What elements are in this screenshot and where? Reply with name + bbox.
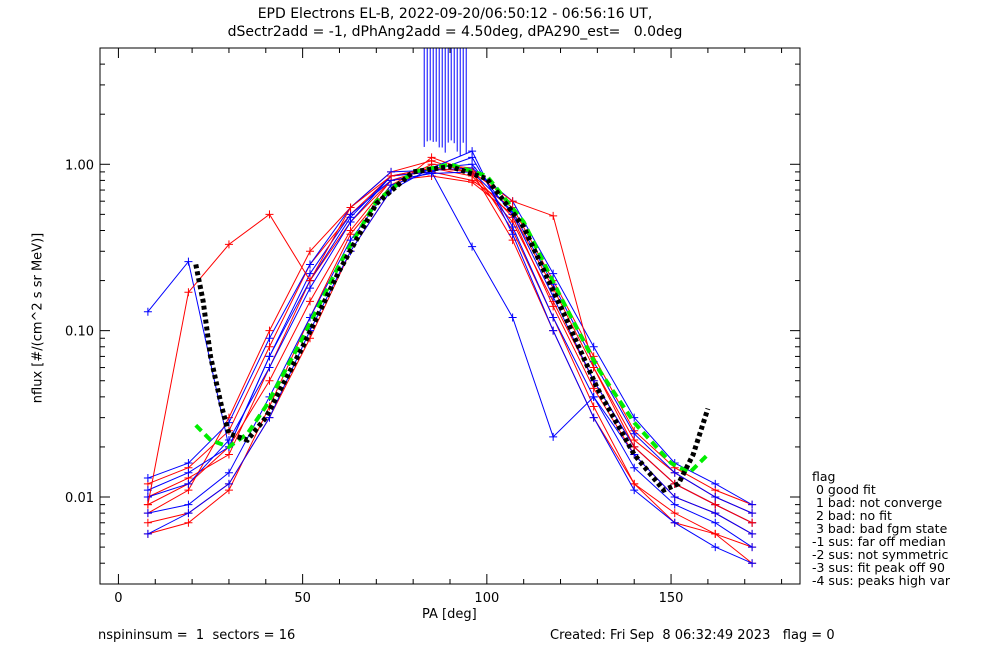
- data-point: [549, 327, 557, 335]
- x-axis-label: PA [deg]: [422, 608, 477, 621]
- series-line: [148, 176, 752, 513]
- data-point: [549, 313, 557, 321]
- series-line: [148, 172, 752, 534]
- data-point: [265, 210, 273, 218]
- flag-legend-item: -4 sus: peaks high var: [812, 574, 950, 587]
- data-point: [711, 501, 719, 509]
- data-point: [711, 480, 719, 488]
- fit-curve-green: [196, 164, 708, 472]
- data-point: [184, 509, 192, 517]
- data-point: [748, 509, 756, 517]
- footer-left: nspininsum = 1 sectors = 16: [98, 629, 295, 642]
- data-point: [144, 474, 152, 482]
- data-point: [144, 509, 152, 517]
- data-point: [468, 147, 476, 155]
- data-point: [590, 402, 598, 410]
- data-point: [225, 480, 233, 488]
- data-point: [549, 212, 557, 220]
- y-tick-label: 1.00: [65, 158, 94, 173]
- chart-title: EPD Electrons EL-B, 2022-09-20/06:50:12 …: [0, 8, 910, 21]
- data-point: [711, 509, 719, 517]
- data-point: [468, 243, 476, 251]
- series-line: [148, 157, 752, 547]
- chart-subtitle: dSectr2add = -1, dPhAng2add = 4.50deg, d…: [0, 26, 910, 39]
- data-point: [711, 493, 719, 501]
- data-point: [590, 343, 598, 351]
- data-point: [509, 313, 517, 321]
- footer-right: Created: Fri Sep 8 06:32:49 2023 flag = …: [550, 629, 835, 642]
- y-axis-label: nflux [#/(cm^2 s sr MeV)]: [32, 233, 45, 403]
- x-tick-label: 50: [294, 591, 311, 606]
- data-point: [748, 519, 756, 527]
- flag-legend: flag 0 good fit 1 bad: not converge 2 ba…: [812, 470, 950, 587]
- x-tick-label: 100: [474, 591, 499, 606]
- data-point: [144, 530, 152, 538]
- data-point: [711, 519, 719, 527]
- data-point: [144, 501, 152, 509]
- data-point: [748, 543, 756, 551]
- data-point: [748, 501, 756, 509]
- data-point: [225, 451, 233, 459]
- data-point: [265, 364, 273, 372]
- y-tick-label: 0.01: [65, 491, 94, 506]
- series-line: [148, 157, 752, 547]
- x-tick-label: 0: [114, 591, 122, 606]
- data-point: [711, 543, 719, 551]
- series-line: [148, 164, 752, 563]
- data-point: [590, 414, 598, 422]
- data-point: [265, 377, 273, 385]
- data-point: [144, 493, 152, 501]
- data-point: [144, 519, 152, 527]
- data-point: [306, 297, 314, 305]
- y-tick-label: 0.10: [65, 325, 94, 340]
- data-point: [184, 469, 192, 477]
- series-line: [148, 161, 752, 534]
- data-point: [671, 509, 679, 517]
- x-tick-label: 150: [659, 591, 684, 606]
- data-point: [748, 530, 756, 538]
- series-line: [148, 151, 752, 563]
